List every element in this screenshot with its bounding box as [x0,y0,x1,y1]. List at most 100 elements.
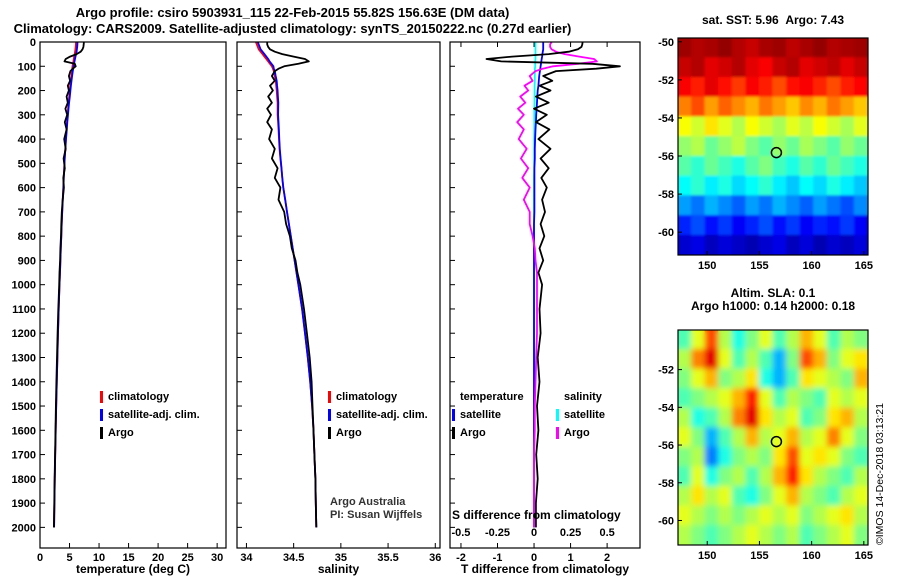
sla-map-plot: 150 155 160 165 -52 -54 -56 -58 -60 [658,329,873,562]
tick-label: 1000 [12,280,36,292]
sst-map-plot: 150 155 160 165 -50 -52 -54 -56 -58 -60 [658,37,873,272]
legend-label: Argo [564,427,590,439]
tick-label: 1600 [12,425,36,437]
tick-label: -0.5 [451,527,470,539]
sst-map-cells [678,38,868,255]
tick-label: 0 [531,552,537,564]
tick-label: 0.25 [560,527,581,539]
tick-label: 35 [335,552,347,564]
tick-label: 1800 [12,474,36,486]
legend-entry-satellite-adj: satellite-adj. clim. [328,406,428,424]
temperature-profile-series-argo [53,41,85,528]
climatology-line-swatch [100,391,103,403]
legend-entry-satellite: satellite [556,406,605,424]
tick-label: 30 [211,552,223,564]
tick-label: -56 [658,151,674,163]
legend-label: satellite-adj. clim. [108,409,200,421]
tick-label: 160 [802,260,820,272]
temperature-profile-series-climatology [53,41,77,528]
legend-entry-climatology: climatology [328,388,428,406]
tick-label: 1100 [12,304,36,316]
tick-label: 1400 [12,377,36,389]
difference-profile-plot: -2 -1 0 1 2 -0.5 -0.25 0 0.25 0.5 [449,41,641,564]
sla-map-cells [678,330,868,545]
satellite-t-line-swatch [452,409,455,421]
s-difference-axis-label: S difference from climatology [452,508,621,522]
legend-header-salinity: salinity [564,391,602,403]
salinity-axis-label: salinity [317,562,360,576]
argo-line-swatch [328,427,331,439]
axes-frame [677,37,869,256]
legend-label: Argo [108,427,134,439]
attribution: Argo Australia PI: Susan Wijffels [330,496,422,522]
temperature-profile-plot: 0 5 10 15 20 25 300100200300400500600700800900… [12,37,227,564]
tick-label: 900 [18,255,36,267]
tick-label: 25 [181,552,193,564]
tick-label: -0.25 [485,527,510,539]
legend-label: climatology [108,391,170,403]
difference-legend-salinity: salinity satellite Argo [556,388,605,442]
axes-frame [236,41,441,549]
legend-entry-satellite-adj: satellite-adj. clim. [100,406,200,424]
tick-label: -54 [658,402,675,414]
sla-map-argo-position-marker [770,435,783,448]
legend-entry-climatology: climatology [100,388,200,406]
satellite-adj-line-swatch [100,409,103,421]
difference-profile-series-salinity-argo [516,41,598,528]
tick-label: 1200 [12,328,36,340]
tick-label: 36 [429,552,441,564]
imos-credit: ©IMOS 14-Dec-2018 03:13:21 [874,403,886,545]
tick-label: 155 [750,550,768,562]
legend-entry-argo: Argo [556,424,605,442]
sst-map-argo-position-marker [770,146,783,159]
tick-label: 700 [18,207,36,219]
tick-label: 160 [802,550,820,562]
argo-line-swatch [100,427,103,439]
axes-frame [39,41,227,549]
tick-label: 0 [30,37,36,49]
climatology-line-swatch [328,391,331,403]
tick-label: 2000 [12,522,36,534]
sst-map-title: sat. SST: 5.96 Argo: 7.43 [701,13,845,27]
tick-label: 165 [855,260,873,272]
tick-label: -2 [456,552,466,564]
tick-label: 0 [531,527,537,539]
tick-label: 600 [18,183,36,195]
salinity-profile-series-climatology [255,41,318,528]
temperature-legend: climatology satellite-adj. clim. Argo [100,388,200,442]
legend-label: Argo [336,427,362,439]
tick-label: 300 [18,110,36,122]
tick-label: 200 [18,86,36,98]
tick-label: 150 [698,550,716,562]
tick-label: 34 [240,552,253,564]
tick-label: 5 [66,552,72,564]
axes-frame [449,41,641,549]
tick-label: 1300 [12,352,36,364]
legend-label: satellite [460,409,501,421]
tick-label: -60 [658,227,674,239]
legend-entry-satellite: satellite [452,406,524,424]
attribution-line-1: Argo Australia [330,496,406,508]
tick-label: 165 [855,550,873,562]
tick-label: 400 [18,134,36,146]
tick-label: 1 [568,552,574,564]
legend-label: satellite [564,409,605,421]
temperature-profile-series-satellite-adj-clim [53,41,79,528]
tick-label: 1500 [12,401,36,413]
tick-label: 15 [122,552,134,564]
tick-label: 800 [18,231,36,243]
tick-label: 2 [604,552,610,564]
difference-profile-series-temperature-argo [485,41,621,528]
tick-label: -50 [658,37,674,49]
difference-profile-series-temperature-satellite [533,42,545,528]
tick-label: -58 [658,189,674,201]
tick-label: -52 [658,365,674,377]
t-difference-axis-label: T difference from climatology [460,562,630,576]
satellite-adj-line-swatch [328,409,331,421]
tick-label: -1 [493,552,503,564]
tick-label: 35.5 [377,552,398,564]
satellite-s-line-swatch [556,409,559,421]
tick-label: -56 [658,440,674,452]
